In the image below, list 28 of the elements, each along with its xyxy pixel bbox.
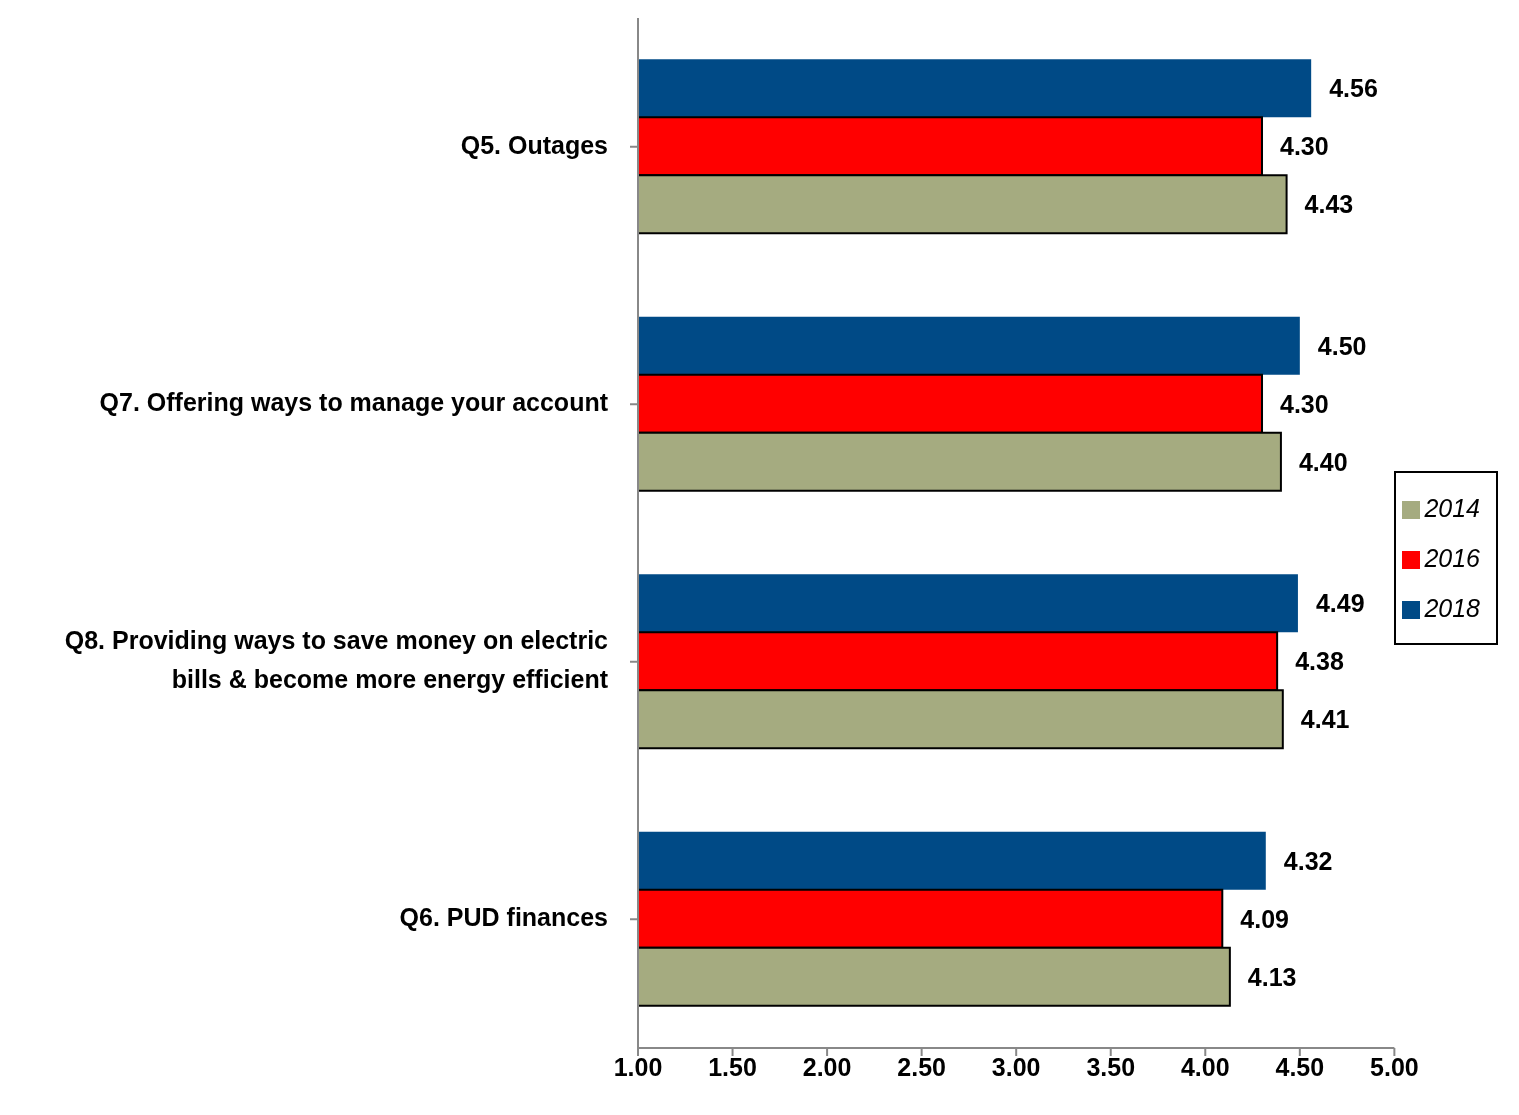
data-label: 4.50 xyxy=(1317,331,1367,360)
data-label: 4.49 xyxy=(1315,589,1365,618)
x-tick-label: 3.00 xyxy=(991,1052,1041,1081)
legend-label: 2014 xyxy=(1424,494,1480,522)
data-label: 4.41 xyxy=(1300,705,1350,734)
x-tick-label: 3.50 xyxy=(1086,1052,1136,1081)
x-tick-label: 4.00 xyxy=(1180,1052,1230,1081)
x-tick-label: 2.00 xyxy=(802,1052,852,1081)
x-tick-label: 2.50 xyxy=(897,1052,946,1081)
legend-label: 2016 xyxy=(1424,544,1480,572)
data-label: 4.30 xyxy=(1280,389,1329,418)
data-label: 4.13 xyxy=(1247,962,1297,991)
data-label: 4.38 xyxy=(1295,647,1344,676)
data-label: 4.40 xyxy=(1298,447,1348,476)
y-tick-label: Q8. Providing ways to save money on electric bills & become more energy efficient xyxy=(64,625,609,693)
data-label: 4.30 xyxy=(1280,132,1329,161)
legend-label: 2018 xyxy=(1424,594,1480,622)
y-tick-label: Q7. Offering ways to manage your account xyxy=(99,387,609,416)
y-tick-label: Q6. PUD finances xyxy=(399,902,608,931)
data-label: 4.32 xyxy=(1283,846,1333,875)
x-tick-label: 4.50 xyxy=(1275,1052,1325,1081)
x-tick-label: 5.00 xyxy=(1370,1052,1419,1081)
data-label: 4.09 xyxy=(1240,904,1289,933)
x-tick-label: 1.00 xyxy=(613,1052,663,1081)
y-tick-label: Q5. Outages xyxy=(460,130,608,159)
x-tick-label: 1.50 xyxy=(708,1052,757,1081)
data-label: 4.56 xyxy=(1329,74,1378,103)
data-label: 4.43 xyxy=(1304,190,1354,219)
